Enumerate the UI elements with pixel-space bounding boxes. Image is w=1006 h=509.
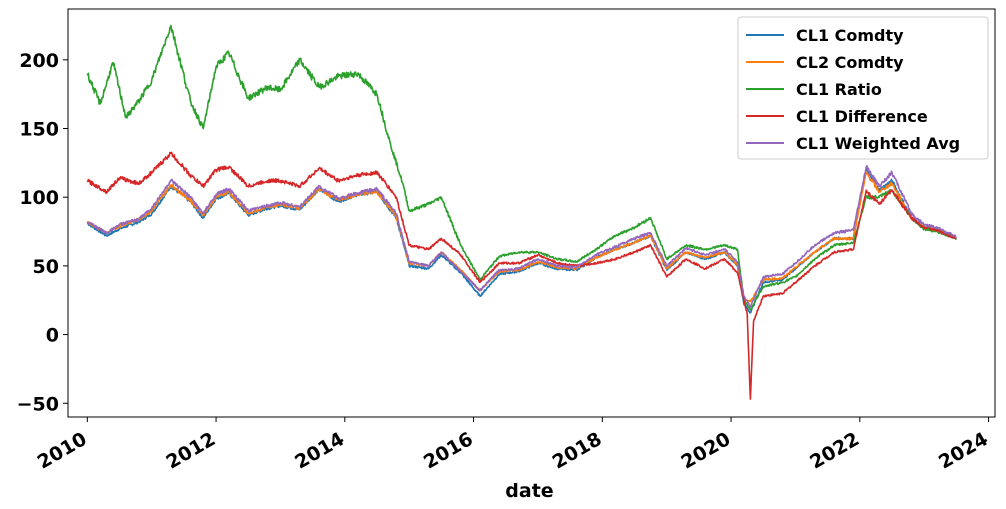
legend-label: CL1 Comdty: [796, 26, 904, 45]
legend-label: CL1 Weighted Avg: [796, 134, 960, 153]
x-tick-label: 2018: [549, 428, 606, 473]
legend-box: [737, 16, 989, 160]
x-axis: 2010 2012 2014 2016 2018 2020 2022 2024: [34, 417, 992, 474]
legend-label: CL1 Difference: [796, 107, 928, 126]
y-tick-label: 0: [46, 325, 59, 347]
series-line-cl1-weighted-avg: [86, 165, 957, 308]
x-axis-title: date: [505, 480, 553, 502]
y-axis: −50 0 50 100 150 200: [17, 50, 68, 415]
y-tick-label: 50: [33, 256, 59, 278]
legend: CL1 Comdty CL2 Comdty CL1 Ratio CL1 Differe…: [737, 16, 989, 160]
y-tick-label: 200: [19, 50, 59, 72]
plot-area: [86, 24, 958, 400]
x-tick-label: 2022: [806, 428, 863, 473]
legend-label: CL2 Comdty: [796, 53, 904, 72]
y-tick-label: 100: [19, 187, 59, 209]
series-line-cl1-difference: [86, 151, 957, 400]
legend-label: CL1 Ratio: [796, 80, 882, 99]
x-tick-label: 2014: [291, 428, 348, 473]
series-line-cl1-comdty: [86, 168, 957, 314]
x-tick-label: 2020: [678, 428, 735, 473]
x-tick-label: 2012: [163, 428, 220, 473]
y-tick-label: −50: [17, 393, 59, 415]
x-tick-label: 2010: [34, 428, 91, 473]
series-line-cl1-ratio: [86, 24, 958, 311]
plot-frame: [67, 8, 996, 418]
x-tick-label: 2024: [935, 428, 992, 473]
y-tick-label: 150: [19, 119, 59, 141]
x-tick-label: 2016: [420, 428, 477, 473]
